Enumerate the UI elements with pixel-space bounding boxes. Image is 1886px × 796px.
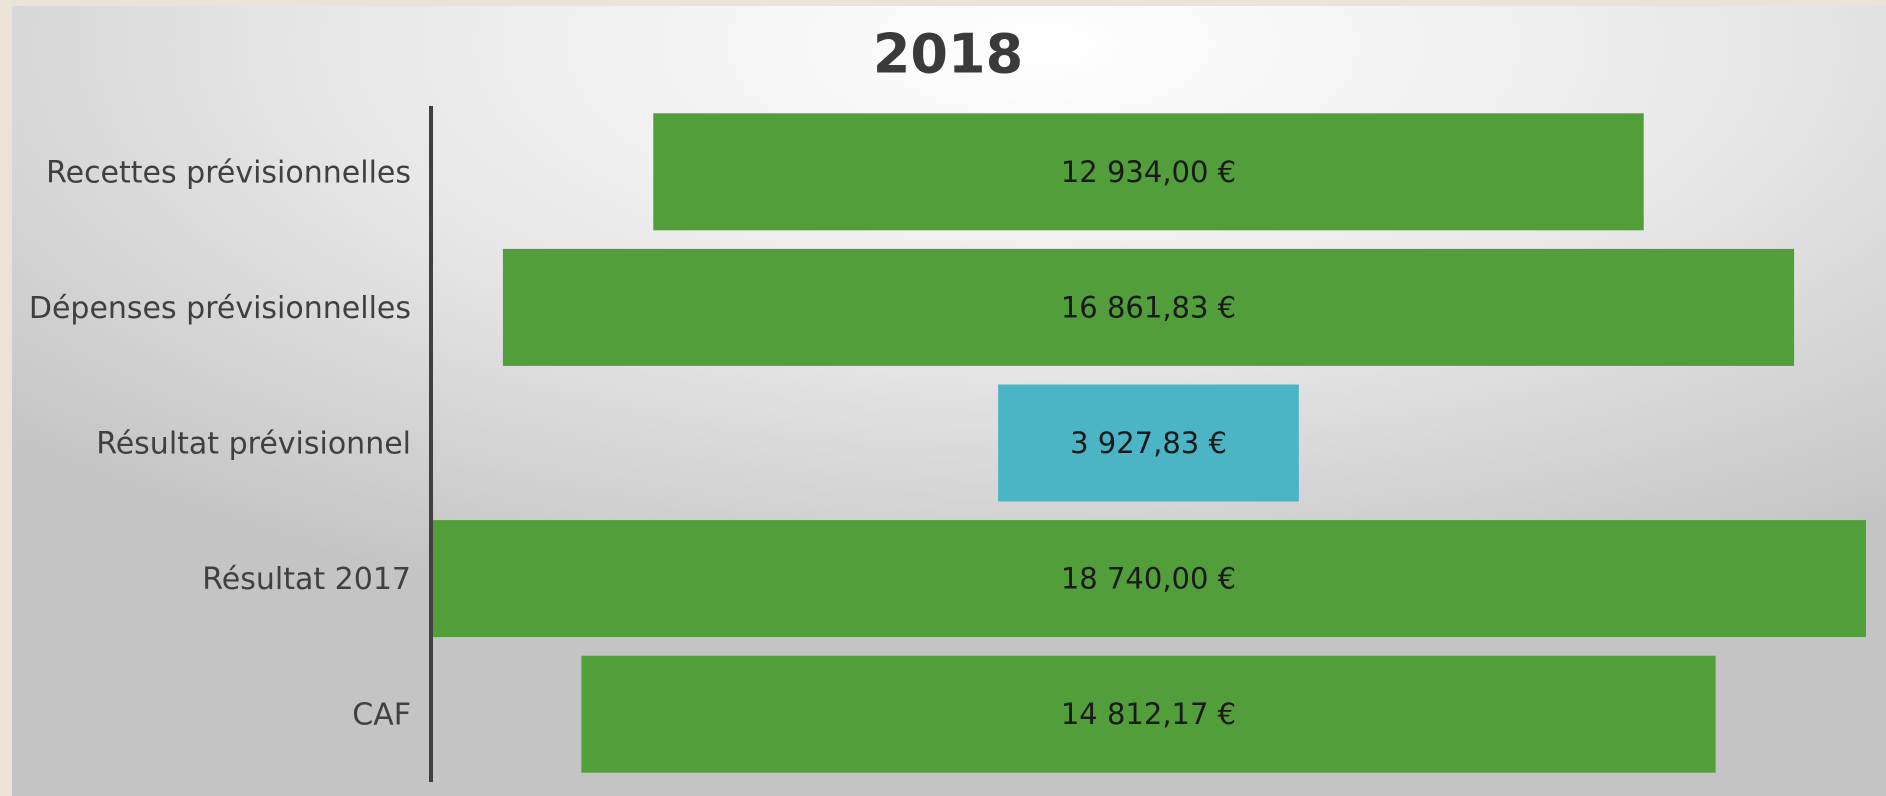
bar [581,655,1716,773]
value-label: 18 740,00 € [1061,562,1236,596]
value-label: 12 934,00 € [1061,155,1236,189]
chart-title: 2018 [873,23,1023,86]
category-label: Résultat prévisionnel [96,427,411,462]
bar [653,113,1644,231]
bar [431,520,1866,638]
value-label: 3 927,83 € [1070,426,1227,460]
category-label: CAF [352,698,411,733]
value-label: 16 861,83 € [1061,290,1236,324]
category-label: Résultat 2017 [202,562,411,597]
category-label: Dépenses prévisionnelles [29,291,411,326]
bar [998,384,1299,502]
value-label: 14 812,17 € [1061,697,1236,731]
bar [502,248,1795,366]
category-label: Recettes prévisionnelles [46,155,411,190]
